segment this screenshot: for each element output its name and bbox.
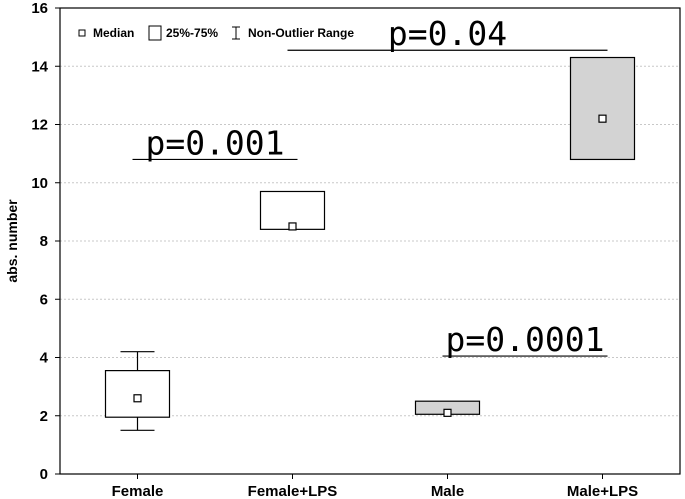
legend-median-label: Median	[93, 26, 134, 40]
p-value-label: p=0.04	[388, 14, 507, 53]
box-iqr	[569, 56, 636, 161]
y-tick-label: 16	[31, 0, 48, 17]
y-tick-label: 10	[31, 175, 48, 192]
x-tick-label: Female+LPS	[248, 483, 338, 499]
x-tick-label: Male	[431, 483, 464, 499]
y-tick-label: 8	[40, 233, 48, 250]
p-value-annotations: p=0.001 p=0.04 p=0.0001	[132, 14, 608, 359]
x-tick-label: Female	[112, 483, 164, 499]
box-series	[104, 56, 636, 431]
x-axis: Female Female+LPS Male Male+LPS	[112, 474, 638, 499]
legend-iqr-icon	[148, 25, 162, 41]
x-tick-label: Male+LPS	[567, 483, 638, 499]
y-tick-label: 0	[40, 466, 48, 483]
legend-range-label: Non-Outlier Range	[248, 26, 354, 40]
median-marker	[443, 408, 452, 417]
y-tick-label: 12	[31, 117, 48, 134]
median-marker	[598, 114, 607, 123]
legend-iqr-label: 25%-75%	[166, 26, 218, 40]
median-marker	[133, 394, 142, 403]
y-tick-label: 2	[40, 408, 48, 425]
y-tick-label: 14	[31, 58, 48, 75]
legend: Median 25%-75% Non-Outlier Range	[78, 25, 354, 41]
y-axis: 0 2 4 6 8 10 12 14 16	[31, 0, 60, 483]
p-value-label: p=0.0001	[446, 320, 605, 359]
p-value-label: p=0.001	[145, 123, 284, 162]
legend-median-icon	[78, 29, 86, 37]
median-marker	[288, 222, 297, 231]
y-axis-title: abs. number	[4, 199, 20, 283]
box-iqr	[104, 370, 171, 418]
y-tick-label: 4	[40, 350, 49, 367]
y-tick-label: 6	[40, 291, 48, 308]
plot-frame	[59, 7, 681, 475]
